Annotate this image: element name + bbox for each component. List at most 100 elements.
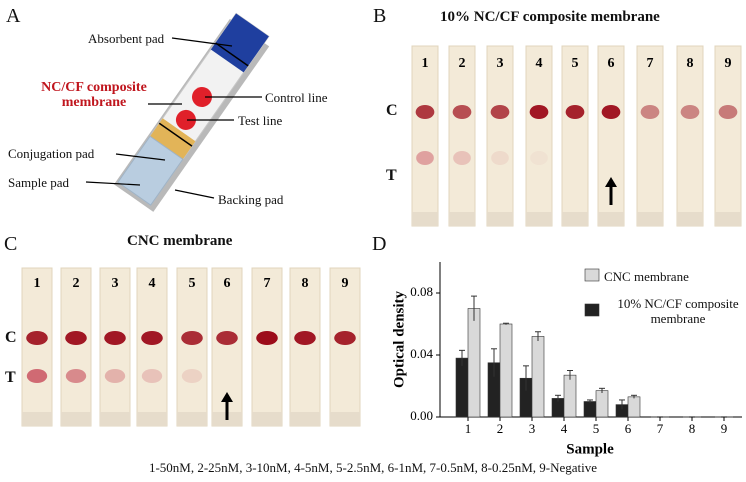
control-spot (26, 331, 48, 345)
strip (60, 267, 92, 427)
label: Conjugation pad (8, 146, 95, 161)
row-label: T (386, 167, 397, 184)
strip (21, 267, 53, 427)
legend-swatch (584, 303, 600, 317)
strip (486, 45, 514, 227)
strip-number: 1 (422, 56, 429, 71)
strips-c: 1 2 3 4 5 6 7 8 9 (21, 267, 361, 427)
x-tick-label: 2 (497, 421, 504, 436)
control-spot (181, 331, 203, 345)
strip-shade (526, 212, 552, 226)
panel-letter: A (6, 5, 21, 27)
error-bar (503, 322, 509, 325)
absorbent-pad-shape (210, 13, 269, 73)
conjugation-pad-shape (148, 118, 196, 161)
test-spot (181, 369, 203, 383)
error-bar (555, 394, 561, 402)
bar (583, 401, 597, 418)
control-spot (294, 331, 316, 345)
leader-line (174, 189, 215, 199)
legend-label: CNC membrane (604, 269, 689, 284)
strip-number: 4 (536, 56, 543, 71)
control-spot (334, 331, 356, 345)
row-label: C (5, 329, 17, 346)
x-tick-label: 5 (593, 421, 600, 436)
strip-number: 1 (34, 276, 41, 291)
label: Backing pad (218, 192, 284, 207)
strip-shade (61, 412, 91, 426)
row-label: C (386, 102, 398, 119)
x-tick-label: 6 (625, 421, 632, 436)
caption: 1-50nM, 2-25nM, 3-10nM, 4-5nM, 5-2.5nM, … (148, 460, 598, 475)
bar (467, 308, 481, 418)
error-bar (523, 365, 529, 391)
strip-shade (598, 212, 624, 226)
legend-label: 10% NC/CF composite membrane (617, 296, 739, 326)
leader-line (85, 181, 141, 186)
pad-edge (215, 42, 249, 67)
error-bar (599, 387, 605, 393)
strips-b: 1 2 3 4 5 6 7 8 9 (411, 45, 742, 227)
strip-shade (449, 212, 475, 226)
test-spot (416, 151, 434, 165)
control-spot (490, 105, 510, 119)
strip-number: 6 (608, 56, 615, 71)
strip (329, 267, 361, 427)
x-axis-title: Sample (566, 441, 614, 457)
error-bar (587, 399, 593, 404)
strip (636, 45, 664, 227)
control-spot (680, 105, 700, 119)
bar (595, 390, 609, 418)
label: Sample pad (8, 175, 70, 190)
panel-letter: D (372, 233, 387, 255)
test-spot (530, 151, 548, 165)
error-bar (491, 348, 497, 377)
pad-edge (158, 122, 193, 147)
control-spot (104, 331, 126, 345)
control-spot (565, 105, 585, 119)
strip (448, 45, 476, 227)
error-bar (535, 331, 541, 342)
control-spot (65, 331, 87, 345)
label: Control line (265, 90, 328, 105)
strip-number: 9 (725, 56, 732, 71)
strip-shade (637, 212, 663, 226)
x-tick-label: 7 (657, 421, 664, 436)
y-axis-title: Optical density (391, 290, 407, 388)
x-tick-label: 3 (529, 421, 536, 436)
bar (531, 336, 545, 418)
strip-shade (412, 212, 438, 226)
legend-swatch (584, 268, 600, 282)
test-spot (453, 151, 471, 165)
error-bar (619, 399, 625, 410)
strip-number: 5 (189, 276, 196, 291)
bar (563, 374, 577, 418)
strip-shade (715, 212, 741, 226)
sample-pad-shape (117, 135, 184, 206)
y-tick-label: 0.00 (410, 408, 433, 423)
strip-shade (177, 412, 207, 426)
strip-diagram (114, 12, 270, 212)
leader-line (115, 153, 166, 161)
x-tick-label: 4 (561, 421, 568, 436)
strip-shade (252, 412, 282, 426)
panel-title: 10% NC/CF composite membrane (440, 9, 660, 25)
test-spot (104, 369, 126, 383)
strip-shade (22, 412, 52, 426)
strip-number: 6 (224, 276, 231, 291)
strip-number: 3 (497, 56, 504, 71)
strip (251, 267, 283, 427)
test-spot (26, 369, 48, 383)
control-spot (601, 105, 621, 119)
strip-number: 3 (112, 276, 119, 291)
control-spot (216, 331, 238, 345)
control-spot (529, 105, 549, 119)
leader-line (171, 37, 233, 47)
strip (561, 45, 589, 227)
strip (676, 45, 704, 227)
panel-title: CNC membrane (127, 233, 233, 249)
bar (499, 323, 513, 418)
